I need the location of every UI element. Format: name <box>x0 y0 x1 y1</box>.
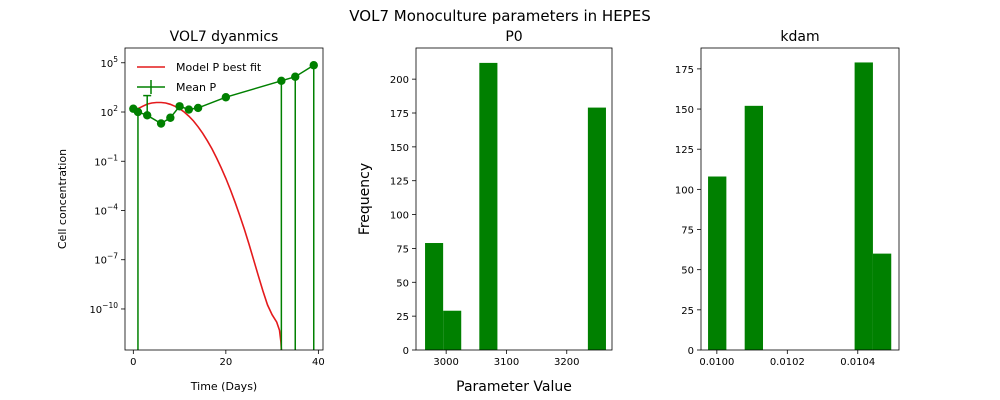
histogram-bar <box>744 105 764 350</box>
dynamics-x-label: Time (Days) <box>190 380 257 393</box>
y-tick-label: 150 <box>675 105 694 116</box>
y-tick-label: 105 <box>100 55 118 70</box>
y-tick-label: 10−1 <box>94 153 118 168</box>
histogram-bar <box>708 176 727 350</box>
y-tick-label: 102 <box>100 104 118 119</box>
y-tick-label: 25 <box>681 306 694 317</box>
mean-p-point <box>309 61 318 70</box>
mean-p-point <box>175 102 184 111</box>
histogram-axes-frame <box>700 47 900 351</box>
mean-p-point <box>143 111 152 120</box>
histogram-bar <box>425 243 444 350</box>
x-tick-label: 40 <box>312 357 325 368</box>
histogram-title: kdam <box>780 29 819 45</box>
y-tick-label: 125 <box>675 145 694 156</box>
mean-p-point <box>156 119 166 128</box>
mean-p-point <box>184 105 194 114</box>
dynamics-legend: Model P best fit Mean P <box>137 61 262 94</box>
histogram-bar <box>854 62 873 350</box>
y-tick-label: 10−7 <box>94 252 118 267</box>
model-p-line <box>132 101 283 350</box>
histogram-bar <box>479 62 498 351</box>
y-tick-label: 200 <box>390 75 409 86</box>
y-tick-label: 100 <box>390 211 409 222</box>
y-tick-label: 10−4 <box>94 202 118 217</box>
histogram-bar <box>872 253 892 350</box>
x-tick-label: 3200 <box>554 357 579 368</box>
y-tick-label: 75 <box>396 244 409 255</box>
y-tick-label: 25 <box>396 312 409 323</box>
dynamics-axes-frame <box>124 47 324 351</box>
plot-area <box>129 61 318 350</box>
y-tick-label: 0 <box>688 346 694 357</box>
y-tick-label: 150 <box>390 143 409 154</box>
legend-mean-label: Mean P <box>176 81 216 94</box>
mean-p-point <box>291 72 300 81</box>
p0-histogram-panel: 3000 3100 3200 0 25 50 75 100 125 150 175 200 P0 Para… <box>357 29 613 395</box>
dynamics-y-label: Cell concentration <box>56 149 69 249</box>
y-tick-label: 50 <box>681 266 694 277</box>
histogram-axes-frame <box>415 47 613 351</box>
mean-p-point <box>133 107 143 117</box>
x-tick-label: 0.0100 <box>699 357 734 368</box>
legend-model-label: Model P best fit <box>176 61 262 74</box>
mean-p-point <box>221 93 231 102</box>
x-tick-label: 3100 <box>494 357 519 368</box>
histogram-title: P0 <box>505 29 522 45</box>
mean-p-point <box>166 113 175 122</box>
histogram-bar <box>443 310 462 350</box>
y-tick-label: 50 <box>396 278 409 289</box>
dynamics-panel: 0 20 40 10−10 10−7 10−4 10−1 102 105 VOL7 dyanmic… <box>56 29 325 393</box>
y-tick-label: 100 <box>675 185 694 196</box>
x-tick-label: 20 <box>219 357 232 368</box>
kdam-histogram-panel: 0.0100 0.0102 0.0104 0 25 50 75 100 125 150 175 kda… <box>675 29 900 368</box>
y-tick-label: 125 <box>390 177 409 188</box>
mean-p-point <box>277 76 286 86</box>
figure-title: VOL7 Monoculture parameters in HEPES <box>349 7 650 25</box>
x-tick-label: 0.0104 <box>840 357 875 368</box>
histogram-bar <box>587 107 606 351</box>
y-tick-label: 75 <box>681 226 694 237</box>
histogram-y-label: Frequency <box>357 163 373 235</box>
y-tick-label: 175 <box>675 65 694 76</box>
mean-p-point <box>193 103 203 113</box>
y-tick-label: 175 <box>390 109 409 120</box>
dynamics-title: VOL7 dyanmics <box>170 29 279 45</box>
x-tick-label: 0 <box>130 357 136 368</box>
x-tick-label: 3000 <box>433 357 458 368</box>
y-tick-label: 0 <box>403 346 409 357</box>
histogram-x-label: Parameter Value <box>456 379 572 395</box>
x-tick-label: 0.0102 <box>770 357 805 368</box>
y-tick-label: 10−10 <box>89 301 118 316</box>
